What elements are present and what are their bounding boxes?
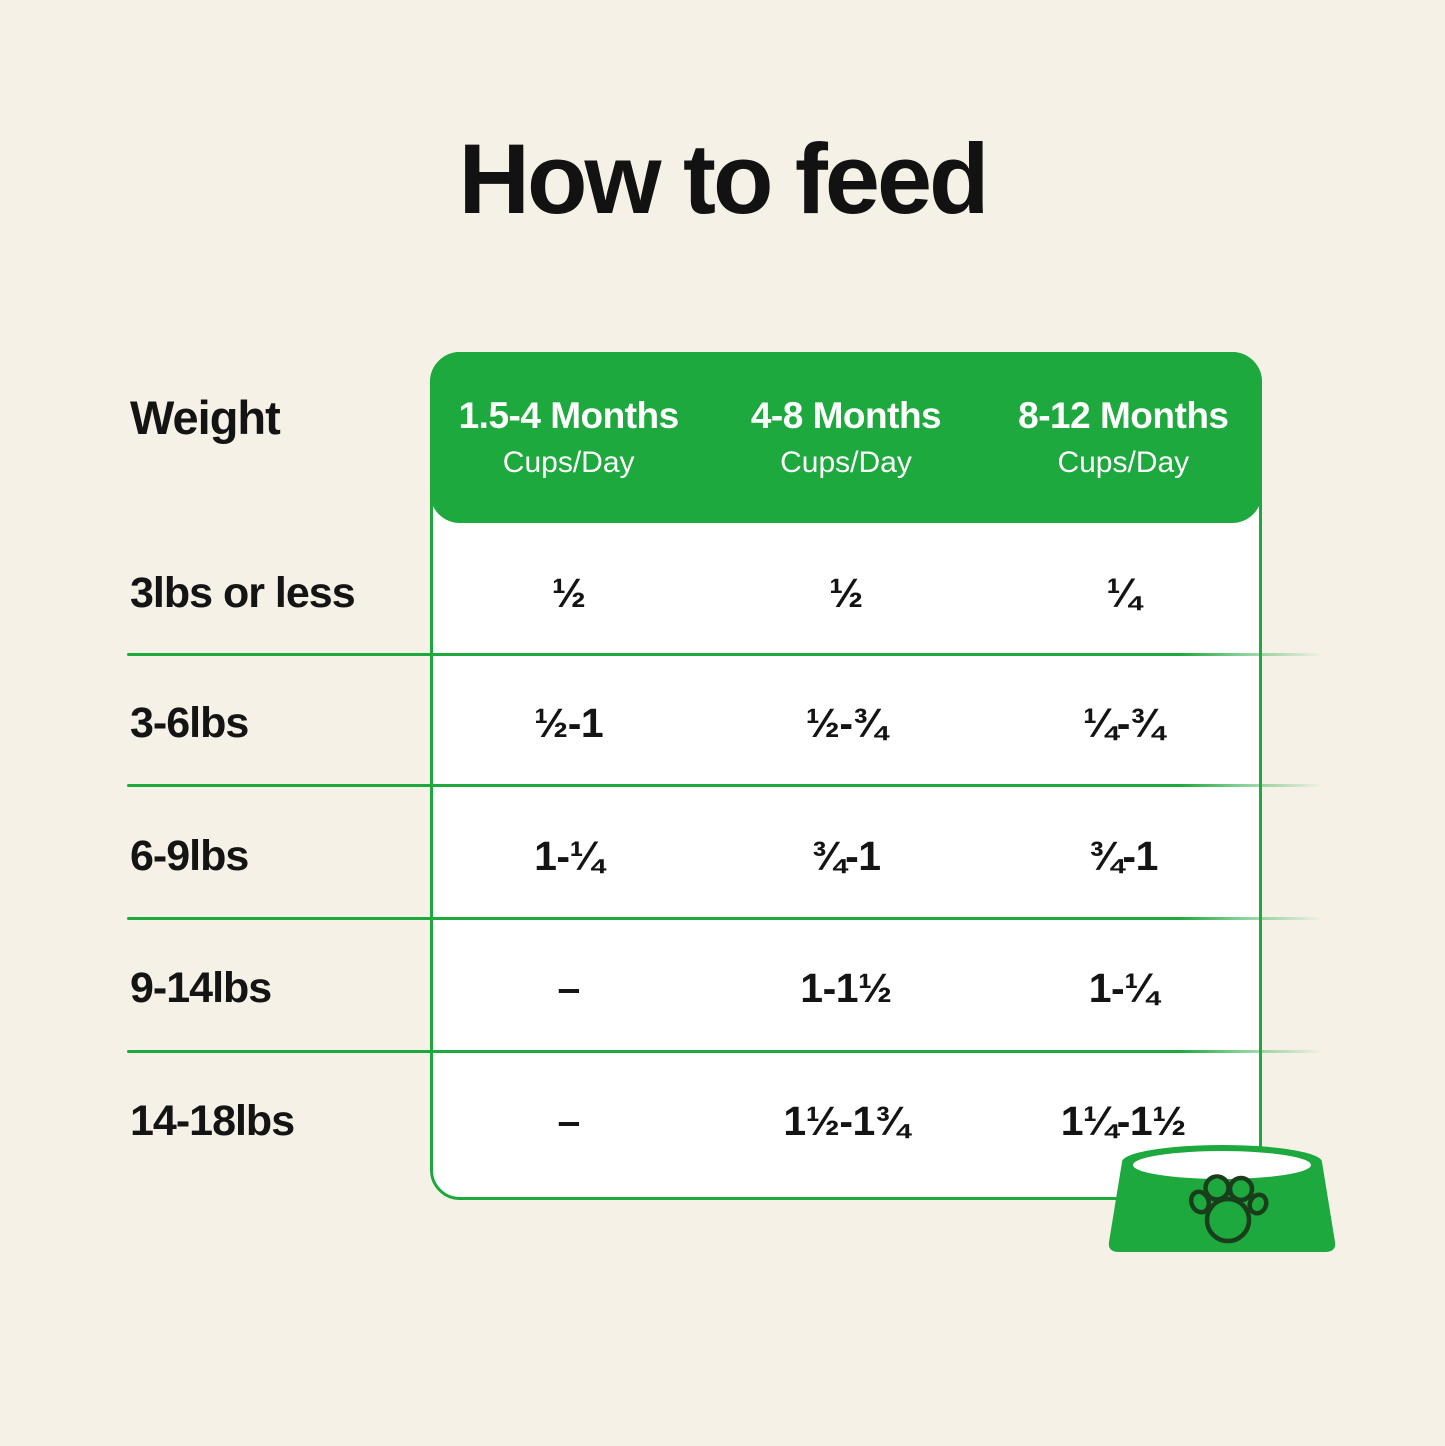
feeding-value-cell: 1-1½	[800, 964, 892, 1011]
feeding-value-cell: ¾-1	[1088, 832, 1159, 879]
feeding-value-cell: –	[557, 964, 581, 1011]
row-divider	[127, 917, 1323, 920]
table-row: 1-¼ ¾-1 ¾-1	[430, 816, 1262, 896]
row-divider	[127, 653, 1323, 656]
row-divider	[127, 784, 1323, 787]
row-weight-label: 3lbs or less	[130, 569, 356, 617]
page-title: How to feed	[458, 123, 990, 234]
column-header-1: 1.5-4 Months Cups/Day	[430, 352, 707, 523]
column-sublabel: Cups/Day	[502, 446, 635, 479]
row-weight-label: 3-6lbs	[130, 699, 249, 747]
table-row: – 1-1½ 1-¼	[430, 948, 1262, 1028]
row-weight-label: 9-14lbs	[130, 964, 272, 1012]
column-label: 8-12 Months	[1018, 395, 1229, 436]
table-row: ½ ½ ¼	[430, 553, 1262, 633]
feeding-value-cell: ½-¾	[805, 699, 887, 746]
feeding-value-cell: ½	[551, 569, 586, 616]
column-label: 1.5-4 Months	[458, 395, 680, 436]
row-weight-label: 14-18lbs	[130, 1097, 295, 1145]
feeding-value-cell: ¼	[1106, 569, 1141, 616]
table-row: ½-1 ½-¾ ¼-¾	[430, 683, 1262, 763]
feeding-value-cell: ½-1	[534, 699, 604, 746]
column-sublabel: Cups/Day	[780, 446, 912, 479]
weight-column-header: Weight	[130, 391, 281, 444]
column-header-2: 4-8 Months Cups/Day	[707, 352, 984, 523]
column-header-3: 8-12 Months Cups/Day	[985, 352, 1262, 523]
feeding-value-cell: ¾-1	[811, 832, 881, 879]
feeding-value-cell: 1¼-1½	[1060, 1097, 1187, 1144]
column-label: 4-8 Months	[750, 395, 942, 436]
row-weight-label: 6-9lbs	[130, 832, 249, 880]
feeding-value-cell: –	[557, 1097, 581, 1144]
feeding-value-cell: ½	[829, 569, 863, 616]
paw-print-icon	[1188, 1174, 1269, 1244]
feeding-value-cell: 1-¼	[1088, 964, 1159, 1011]
feeding-value-cell: 1-¼	[534, 832, 604, 879]
feeding-value-cell: 1½-1¾	[783, 1097, 909, 1144]
row-divider	[127, 1050, 1323, 1053]
dog-bowl-icon	[1106, 1144, 1338, 1268]
table-row: – 1½-1¾ 1¼-1½	[430, 1081, 1262, 1161]
feeding-value-cell: ¼-¾	[1083, 699, 1164, 746]
column-sublabel: Cups/Day	[1057, 446, 1190, 479]
table-header: 1.5-4 Months Cups/Day 4-8 Months Cups/Da…	[430, 352, 1262, 523]
